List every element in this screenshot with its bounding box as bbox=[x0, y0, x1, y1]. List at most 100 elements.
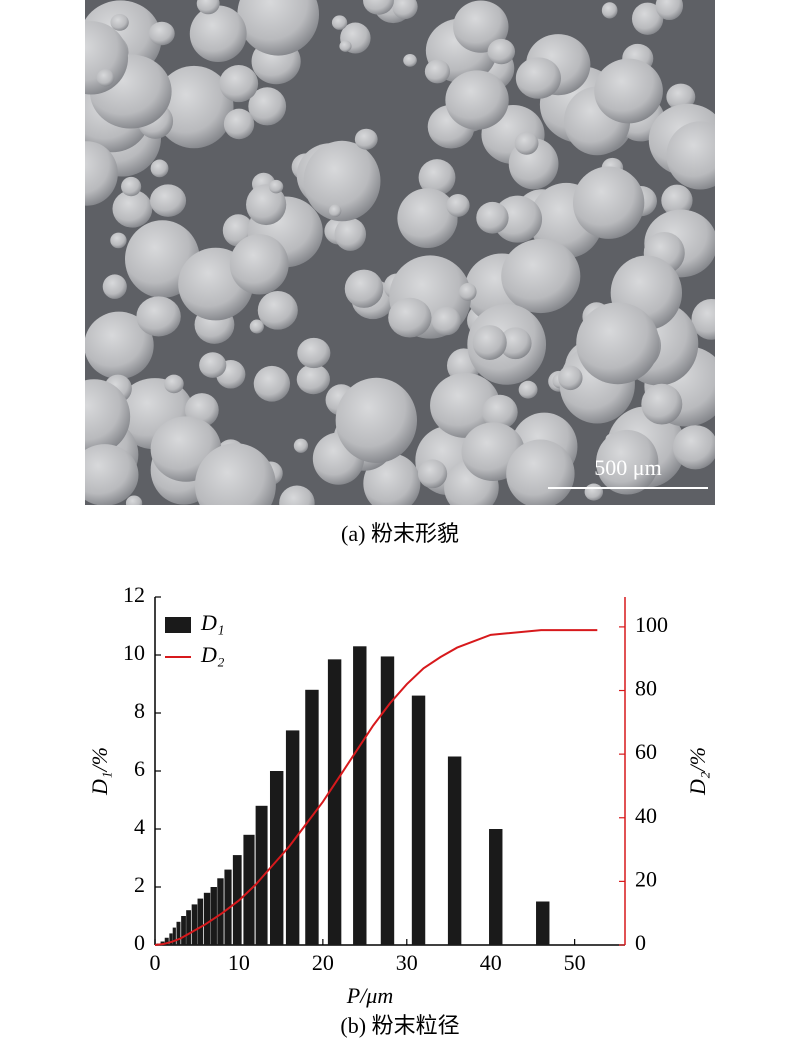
particle bbox=[150, 184, 187, 217]
particle bbox=[576, 302, 660, 385]
particle bbox=[189, 5, 247, 63]
y-tick-label: 10 bbox=[123, 640, 145, 665]
bar bbox=[172, 927, 176, 945]
bar bbox=[203, 892, 211, 945]
particle bbox=[518, 380, 538, 399]
particle bbox=[279, 485, 315, 505]
bar bbox=[285, 730, 300, 945]
particle bbox=[476, 201, 509, 234]
particle bbox=[424, 59, 451, 84]
y-tick-label: 8 bbox=[134, 698, 145, 723]
x-tick-label: 0 bbox=[150, 950, 161, 975]
particle bbox=[354, 128, 378, 150]
particle bbox=[459, 283, 477, 301]
particle bbox=[237, 0, 320, 56]
bar bbox=[447, 756, 462, 945]
particle bbox=[666, 83, 696, 111]
particle bbox=[257, 291, 298, 330]
particle bbox=[430, 372, 501, 438]
particle bbox=[248, 87, 287, 126]
particle bbox=[418, 159, 456, 196]
particle bbox=[661, 184, 693, 217]
particle bbox=[453, 0, 509, 53]
legend-label: D₁ bbox=[200, 610, 225, 635]
particle bbox=[331, 15, 348, 30]
particle bbox=[303, 140, 381, 222]
particle bbox=[136, 296, 181, 337]
bar bbox=[186, 910, 191, 945]
particle bbox=[246, 184, 287, 226]
y-tick-label: 12 bbox=[123, 582, 145, 607]
bar bbox=[210, 887, 217, 945]
legend-swatch bbox=[165, 617, 191, 633]
y2-tick-label: 60 bbox=[635, 739, 657, 764]
caption-b: (b) 粉末粒径 bbox=[340, 1013, 459, 1038]
x-tick-label: 10 bbox=[228, 950, 250, 975]
y2-tick-label: 80 bbox=[635, 676, 657, 701]
y2-tick-label: 40 bbox=[635, 803, 657, 828]
particle bbox=[515, 57, 561, 99]
particle bbox=[85, 444, 139, 505]
particle bbox=[493, 195, 543, 243]
particle bbox=[125, 495, 143, 505]
particle bbox=[584, 483, 604, 501]
particle bbox=[641, 383, 683, 425]
particle bbox=[85, 379, 131, 455]
y-axis-label: D₁/% bbox=[87, 747, 112, 796]
particle bbox=[363, 0, 394, 15]
particle bbox=[472, 325, 507, 361]
particle bbox=[431, 306, 461, 336]
sem-image: 500 μm bbox=[85, 0, 715, 505]
x-tick-label: 40 bbox=[480, 950, 502, 975]
particle bbox=[293, 438, 309, 453]
particle bbox=[199, 352, 227, 378]
particle bbox=[691, 298, 715, 340]
y2-axis-label: D₂/% bbox=[685, 747, 710, 796]
bar bbox=[411, 695, 426, 945]
bar bbox=[327, 659, 342, 945]
particle bbox=[229, 234, 289, 295]
particle bbox=[85, 21, 129, 95]
particle bbox=[445, 70, 509, 130]
bar bbox=[232, 855, 242, 945]
particle bbox=[388, 297, 432, 338]
line bbox=[154, 629, 598, 946]
bar bbox=[269, 771, 284, 945]
particle bbox=[487, 38, 516, 65]
particle bbox=[446, 193, 470, 217]
particle bbox=[397, 188, 458, 249]
particle bbox=[249, 319, 264, 334]
y2-tick-label: 0 bbox=[635, 930, 646, 955]
x-tick-label: 20 bbox=[312, 950, 334, 975]
particle bbox=[514, 131, 539, 155]
particle bbox=[148, 21, 175, 46]
particle bbox=[601, 2, 618, 19]
particle bbox=[672, 425, 715, 470]
particles bbox=[85, 0, 715, 505]
particle bbox=[194, 443, 276, 505]
y2-tick-label: 20 bbox=[635, 866, 657, 891]
particle bbox=[339, 40, 352, 52]
bar bbox=[255, 805, 268, 945]
bar bbox=[197, 898, 204, 945]
bar bbox=[164, 937, 169, 945]
bar bbox=[169, 933, 173, 945]
bar bbox=[176, 921, 181, 945]
particle bbox=[102, 274, 127, 299]
y-tick-label: 6 bbox=[134, 756, 145, 781]
particle bbox=[110, 14, 129, 31]
particle bbox=[501, 239, 581, 314]
bar bbox=[536, 901, 550, 945]
particle bbox=[392, 0, 418, 20]
bar bbox=[181, 916, 186, 945]
particle bbox=[631, 2, 664, 35]
particle bbox=[85, 141, 118, 206]
particle bbox=[268, 179, 284, 194]
particle bbox=[296, 364, 330, 395]
bar bbox=[380, 656, 395, 945]
particle bbox=[164, 374, 184, 394]
particle bbox=[335, 377, 418, 463]
x-axis-label: P/μm bbox=[346, 983, 393, 1008]
